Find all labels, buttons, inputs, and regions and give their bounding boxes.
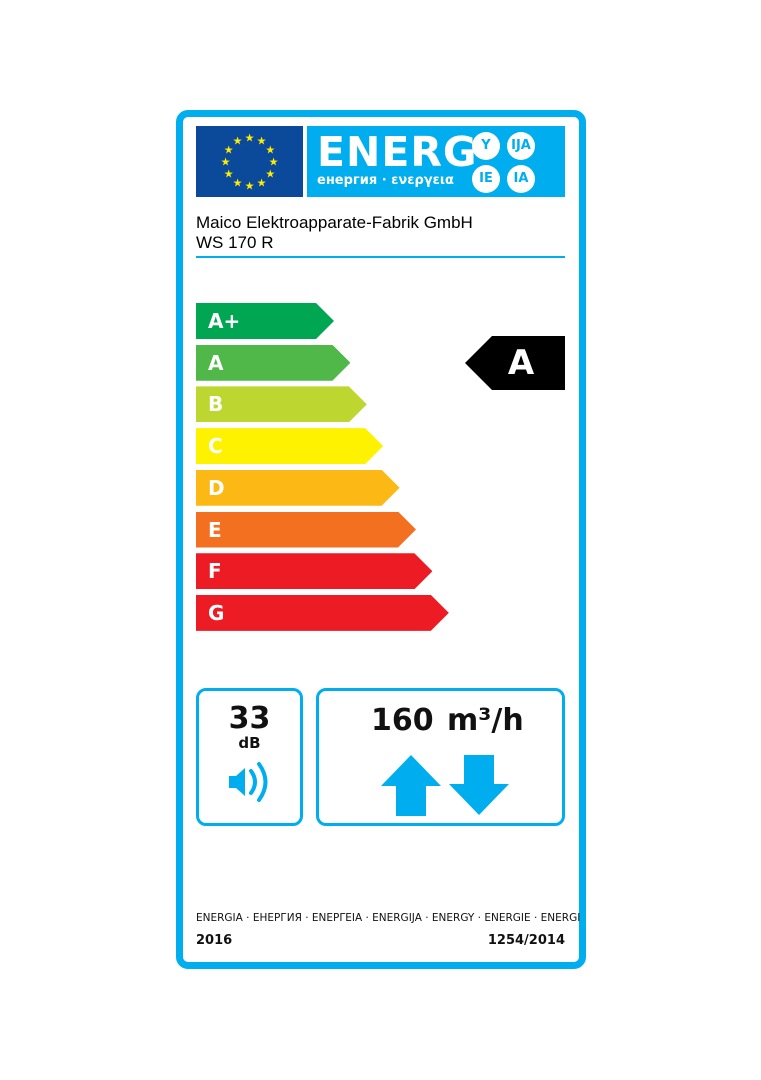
model-name: WS 170 R	[196, 233, 274, 252]
star-icon: ★	[265, 168, 275, 181]
star-icon: ★	[269, 156, 279, 169]
suffix-circle: Y	[472, 132, 500, 160]
airflow-value: 160	[371, 703, 434, 738]
star-icon: ★	[224, 144, 234, 157]
label-frame	[176, 110, 586, 969]
suffix-circle: IJA	[507, 132, 535, 160]
energy-class-bar: G	[196, 595, 449, 631]
suffix-circle: IA	[507, 165, 535, 193]
airflow-box: 160 m³/h	[316, 688, 565, 826]
arrow-down-icon	[449, 755, 509, 815]
energy-class-bar: C	[196, 428, 383, 464]
language-list: ENERGIA · ЕНЕРГИЯ · ΕΝΕΡΓΕΙΑ · ENERGIJA …	[196, 912, 581, 924]
star-icon: ★	[257, 176, 267, 189]
star-icon: ★	[257, 135, 267, 148]
star-icon: ★	[265, 144, 275, 157]
energy-logo: ENERG енергия · ενεργεια Y IJA IE IA	[307, 126, 565, 197]
star-icon: ★	[245, 132, 255, 145]
suffix-circle: IE	[472, 165, 500, 193]
noise-box: 33 dB	[196, 688, 303, 826]
energy-subtitle: енергия · ενεργεια	[317, 173, 454, 188]
star-icon: ★	[224, 168, 234, 181]
airflow-unit: m³/h	[447, 703, 524, 738]
energy-class-bar: B	[196, 386, 367, 422]
star-icon: ★	[233, 135, 243, 148]
supplier-name: Maico Elektroapparate-Fabrik GmbH	[196, 213, 473, 232]
noise-value: 33	[228, 701, 271, 736]
divider	[196, 256, 565, 258]
star-icon: ★	[233, 176, 243, 189]
label-year: 2016	[196, 933, 233, 948]
eu-flag-logo: ★ ★ ★ ★ ★ ★ ★ ★ ★ ★ ★ ★	[196, 126, 303, 197]
energy-word: ENERG	[317, 128, 478, 176]
noise-unit: dB	[238, 734, 261, 752]
energy-class-bar: A	[196, 345, 350, 381]
speaker-icon	[228, 762, 267, 802]
energy-class-bar: A+	[196, 303, 334, 339]
arrow-up-icon	[381, 755, 441, 816]
energy-class-bar: F	[196, 553, 432, 589]
star-icon: ★	[245, 180, 255, 193]
energy-class-bar: E	[196, 512, 416, 548]
regulation-number: 1254/2014	[487, 933, 565, 948]
star-icon: ★	[221, 156, 231, 169]
energy-class-bar: D	[196, 470, 400, 506]
